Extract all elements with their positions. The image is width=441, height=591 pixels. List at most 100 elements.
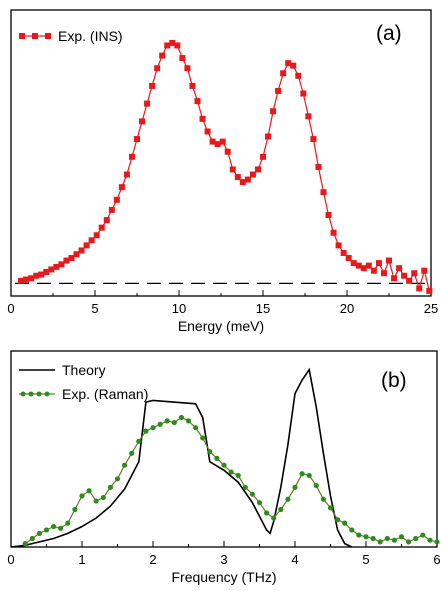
exp-ins-point <box>285 60 292 67</box>
exp-ins-point <box>365 262 372 269</box>
exp-ins-point <box>360 265 367 272</box>
legend-raman-marker <box>44 391 50 397</box>
exp-ins-point <box>154 65 161 72</box>
exp-raman-point <box>107 484 113 490</box>
exp-ins-point <box>340 249 347 256</box>
exp-raman-point <box>306 472 312 479</box>
exp-raman-point <box>122 462 128 468</box>
exp-raman-point <box>363 534 369 540</box>
exp-ins-point <box>421 267 428 274</box>
exp-ins-point <box>189 82 196 89</box>
panel-a-series <box>18 39 433 294</box>
exp-ins-point <box>123 171 130 178</box>
panel-b-tag: (b) <box>381 369 407 392</box>
exp-ins-point <box>350 260 357 267</box>
exp-ins-point <box>380 270 387 277</box>
exp-ins-point <box>320 189 327 196</box>
exp-raman-point <box>370 535 376 542</box>
exp-ins-point <box>164 42 171 49</box>
x-tick-label: 3 <box>220 552 227 567</box>
exp-ins-point <box>103 217 110 224</box>
exp-ins-point <box>300 90 307 97</box>
panel-b-legend: Theory Exp. (Raman) <box>19 362 148 402</box>
exp-ins-point <box>128 153 135 160</box>
exp-ins-point <box>144 100 151 107</box>
exp-ins-point <box>63 257 70 264</box>
exp-ins-point <box>23 276 30 283</box>
exp-raman-point <box>43 527 50 533</box>
exp-raman-point <box>434 539 440 545</box>
exp-raman-point <box>150 425 156 431</box>
exp-raman-point <box>398 534 405 540</box>
legend-ins-marker <box>32 33 38 39</box>
exp-raman-point <box>29 535 35 542</box>
panel-b-series <box>10 367 440 548</box>
legend-ins-label: Exp. (INS) <box>58 28 123 44</box>
exp-ins-point <box>411 270 418 277</box>
exp-raman-point <box>143 428 149 434</box>
exp-raman-point <box>228 469 234 475</box>
exp-ins-point <box>229 166 236 173</box>
exp-ins-point <box>310 136 317 143</box>
exp-ins-point <box>108 206 115 213</box>
exp-ins-point <box>386 257 392 264</box>
panel-b-plot-frame <box>10 350 438 548</box>
exp-raman-point <box>292 484 298 490</box>
exp-raman-point <box>136 438 142 444</box>
x-tick-label: 0 <box>7 552 14 567</box>
exp-ins-point <box>118 184 125 191</box>
exp-ins-point <box>83 242 90 249</box>
exp-ins-point <box>113 196 120 203</box>
legend-theory-label: Theory <box>62 362 106 378</box>
exp-ins-line <box>20 42 430 292</box>
x-tick-label: 6 <box>433 552 440 567</box>
legend-ins-marker <box>19 33 25 39</box>
exp-ins-point <box>214 141 221 148</box>
exp-raman-point <box>93 498 99 504</box>
exp-raman-point <box>235 472 241 479</box>
exp-ins-point <box>290 62 297 69</box>
exp-raman-point <box>22 540 28 547</box>
exp-ins-point <box>305 113 312 120</box>
legend-raman-marker <box>36 391 42 397</box>
panel-a-ins-chart: 0 5 10 15 20 25 Exp. (INS) (a) Energy (meV) <box>7 9 438 334</box>
x-tick-label: 5 <box>362 552 369 567</box>
x-tick-label: 5 <box>91 301 98 316</box>
legend-ins-marker <box>45 33 51 39</box>
exp-raman-point <box>100 494 106 501</box>
exp-ins-point <box>370 267 377 274</box>
x-tick-label: 25 <box>424 301 438 316</box>
exp-raman-point <box>391 537 397 543</box>
exp-raman-point <box>242 484 248 490</box>
exp-ins-point <box>58 261 65 268</box>
exp-ins-point <box>48 266 55 273</box>
exp-raman-point <box>313 483 319 489</box>
exp-raman-point <box>193 425 199 431</box>
exp-raman-point <box>406 539 412 545</box>
exp-ins-point <box>416 285 423 292</box>
exp-ins-point <box>73 251 80 258</box>
exp-ins-point <box>219 138 226 145</box>
exp-raman-point <box>157 421 163 427</box>
panel-a-legend: Exp. (INS) <box>19 28 123 44</box>
panel-a-tag: (a) <box>376 22 402 45</box>
panel-b-x-axis-title: Frequency (THz) <box>171 569 276 585</box>
exp-ins-point <box>204 128 211 135</box>
exp-raman-point <box>264 510 270 516</box>
exp-ins-point <box>254 166 261 173</box>
exp-ins-point <box>174 42 181 49</box>
exp-raman-point <box>86 488 92 494</box>
x-tick-label: 15 <box>256 301 270 316</box>
x-tick-label: 1 <box>78 552 85 567</box>
exp-raman-point <box>221 462 227 468</box>
x-tick-label: 20 <box>340 301 354 316</box>
exp-ins-point <box>265 133 272 140</box>
exp-ins-point <box>426 287 433 294</box>
panel-a-x-axis-title: Energy (meV) <box>178 318 264 334</box>
exp-raman-point <box>214 455 220 461</box>
exp-ins-point <box>345 255 352 262</box>
exp-raman-point <box>58 525 64 531</box>
exp-ins-point <box>249 171 256 178</box>
exp-raman-point <box>327 505 334 511</box>
